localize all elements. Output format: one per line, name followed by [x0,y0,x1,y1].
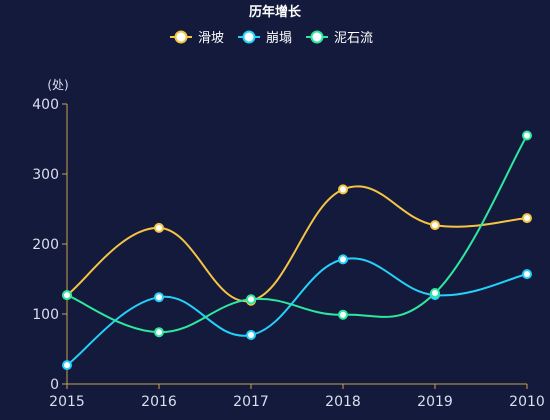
y-tick-label: 0 [50,377,59,393]
data-point [62,360,72,371]
data-point [338,309,348,320]
data-point [338,254,348,265]
data-point [154,327,164,338]
legend-marker [174,30,188,44]
chart-title: 历年增长 [249,4,302,20]
data-point [338,184,348,195]
series-line-2 [66,134,528,334]
data-point [522,130,532,141]
y-axis-unit: (处) [47,78,68,92]
x-tick-label: 2010 [509,394,545,410]
data-point [154,292,164,303]
axes: 0 100 200 300 400 2015 2016 2017 2018 2019 2010 [32,97,545,410]
legend-label: 崩塌 [266,31,292,46]
legend-marker [310,30,324,44]
data-point [154,222,164,233]
x-tick-label: 2016 [141,394,177,410]
data-point [246,330,256,340]
data-point [430,288,440,298]
y-tick-label: 400 [32,97,59,113]
data-point [430,220,440,231]
legend-marker [242,30,256,44]
y-tick-label: 200 [32,237,59,253]
series-line-1 [66,257,528,366]
legend-label: 泥石流 [334,31,373,46]
series-group [62,130,532,371]
x-tick-label: 2018 [325,394,361,410]
x-tick-label: 2017 [233,394,269,410]
x-tick-label: 2019 [417,394,453,410]
legend-label: 滑坡 [198,31,224,46]
data-point [246,294,256,305]
y-tick-label: 100 [32,307,59,323]
data-point [522,213,532,224]
x-tick-label: 2015 [49,394,85,410]
data-point [62,290,72,301]
y-tick-label: 300 [32,167,59,183]
series-line-0 [66,185,528,303]
legend: 滑坡 崩塌 泥石流 [170,30,373,46]
data-point [522,269,532,280]
